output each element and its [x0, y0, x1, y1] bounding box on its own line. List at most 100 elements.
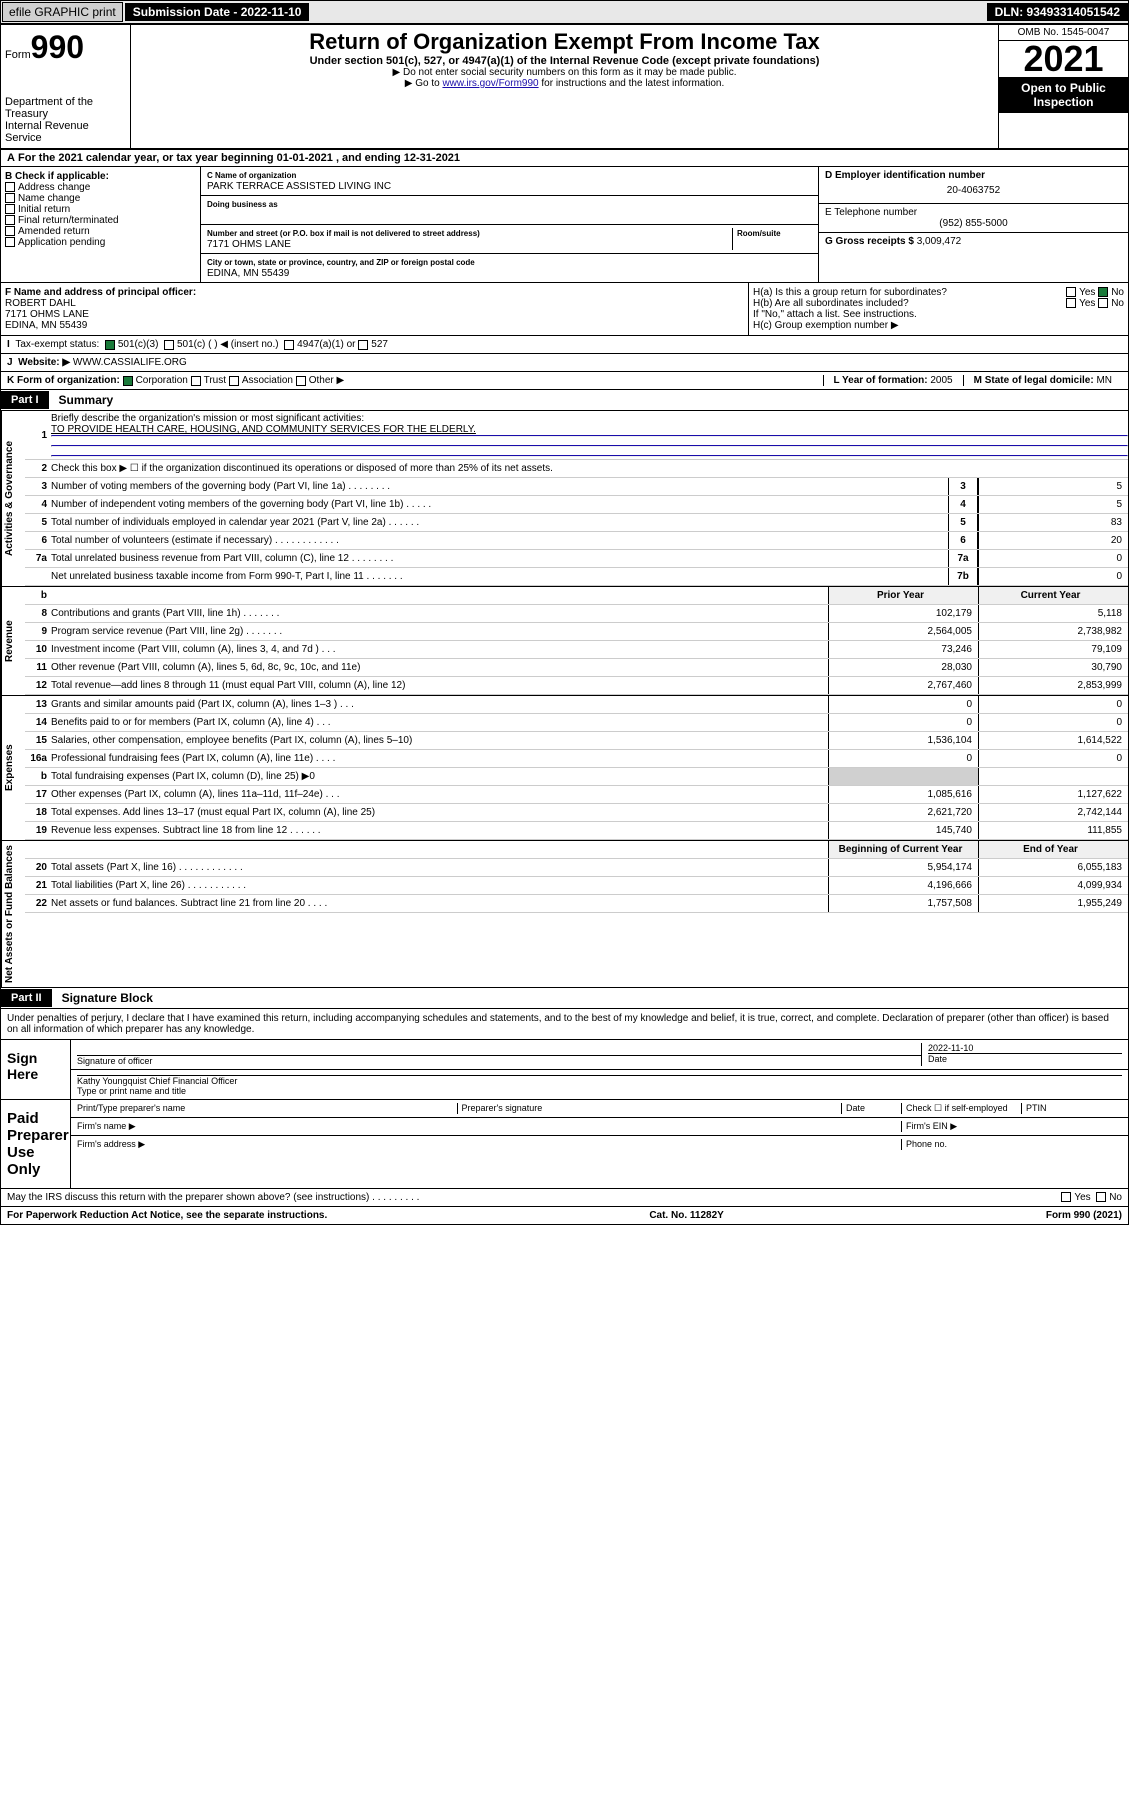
- sidebar-revenue: Revenue: [1, 587, 25, 695]
- i-4947: 4947(a)(1) or: [297, 339, 355, 350]
- line1-text: Briefly describe the organization's miss…: [51, 413, 364, 424]
- m-val: MN: [1096, 375, 1112, 386]
- i-527: 527: [371, 339, 388, 350]
- officer-name: ROBERT DAHL: [5, 298, 76, 309]
- org-city: EDINA, MN 55439: [207, 268, 289, 279]
- yes-label: Yes: [1079, 287, 1095, 298]
- note-ssn: ▶ Do not enter social security numbers o…: [135, 67, 994, 78]
- checkbox-icon[interactable]: [191, 376, 201, 386]
- firm-ein-label: Firm's EIN ▶: [902, 1121, 1122, 1132]
- checkbox-icon[interactable]: [1066, 298, 1076, 308]
- row-i: I Tax-exempt status: 501(c)(3) 501(c) ( …: [0, 336, 1129, 354]
- checkbox-icon[interactable]: [5, 215, 15, 225]
- i-501c: 501(c) ( ) ◀ (insert no.): [177, 339, 279, 350]
- form-word: Form: [5, 49, 31, 61]
- footer: For Paperwork Reduction Act Notice, see …: [0, 1207, 1129, 1225]
- submission-date: Submission Date - 2022-11-10: [125, 3, 310, 21]
- checkbox-icon[interactable]: [5, 182, 15, 192]
- k-assoc: Association: [242, 375, 293, 386]
- officer-typed-name: Kathy Youngquist Chief Financial Officer: [77, 1076, 237, 1086]
- note-link: ▶ Go to www.irs.gov/Form990 for instruct…: [135, 78, 994, 89]
- checkbox-icon[interactable]: [358, 340, 368, 350]
- officer-block: F Name and address of principal officer:…: [0, 283, 1129, 336]
- firm-phone-label: Phone no.: [902, 1139, 1122, 1150]
- preparer-date-label: Date: [842, 1103, 902, 1114]
- paid-label: Paid Preparer Use Only: [1, 1100, 71, 1188]
- org-address: 7171 OHMS LANE: [207, 239, 291, 250]
- note2-pre: ▶ Go to: [405, 78, 443, 89]
- k-trust: Trust: [204, 375, 226, 386]
- part1-title: Summary: [49, 390, 124, 410]
- irs-link[interactable]: www.irs.gov/Form990: [442, 78, 538, 89]
- sign-here-block: Sign Here Signature of officer 2022-11-10…: [0, 1040, 1129, 1100]
- sig-officer-label: Signature of officer: [77, 1056, 152, 1066]
- end-year-hdr: End of Year: [978, 841, 1128, 858]
- checkbox-icon[interactable]: [296, 376, 306, 386]
- checkbox-icon[interactable]: [284, 340, 294, 350]
- checkbox-icon[interactable]: [5, 193, 15, 203]
- col-d: D Employer identification number20-40637…: [818, 167, 1128, 282]
- line-num: 2: [25, 463, 51, 474]
- sign-here-label: Sign Here: [1, 1040, 71, 1099]
- org-name: PARK TERRACE ASSISTED LIVING INC: [207, 181, 391, 192]
- may-discuss-row: May the IRS discuss this return with the…: [0, 1189, 1129, 1207]
- checkbox-icon[interactable]: [5, 226, 15, 236]
- b-item: Amended return: [18, 226, 90, 237]
- k-label: K Form of organization:: [7, 375, 120, 386]
- website-value: WWW.CASSIALIFE.ORG: [73, 357, 187, 368]
- phone-label: E Telephone number: [825, 207, 917, 218]
- checkbox-icon[interactable]: [164, 340, 174, 350]
- l-val: 2005: [930, 375, 952, 386]
- period-text: For the 2021 calendar year, or tax year …: [18, 152, 460, 164]
- ptin-label: PTIN: [1022, 1103, 1122, 1114]
- dept-label: Department of the Treasury: [5, 96, 126, 120]
- checkbox-icon[interactable]: [5, 237, 15, 247]
- m-label: M State of legal domicile:: [974, 375, 1094, 386]
- no-label: No: [1111, 287, 1124, 298]
- checkbox-checked-icon[interactable]: [123, 376, 133, 386]
- ein-label: D Employer identification number: [825, 170, 985, 181]
- perjury-text: Under penalties of perjury, I declare th…: [0, 1009, 1129, 1040]
- yes-label: Yes: [1074, 1192, 1090, 1203]
- k-other: Other ▶: [309, 375, 344, 386]
- checkbox-icon[interactable]: [1098, 298, 1108, 308]
- l-label: L Year of formation:: [834, 375, 928, 386]
- checkbox-icon[interactable]: [5, 204, 15, 214]
- form-ref: Form 990 (2021): [1046, 1210, 1122, 1221]
- checkbox-icon[interactable]: [1066, 287, 1076, 297]
- net-section: Net Assets or Fund Balances Beginning of…: [0, 841, 1129, 988]
- part2-title: Signature Block: [52, 988, 163, 1008]
- cat-no: Cat. No. 11282Y: [649, 1210, 723, 1221]
- prior-year-hdr: Prior Year: [828, 587, 978, 604]
- b-item: Application pending: [18, 237, 105, 248]
- current-year-hdr: Current Year: [978, 587, 1128, 604]
- sig-date: 2022-11-10: [928, 1043, 973, 1053]
- checkbox-checked-icon[interactable]: [1098, 287, 1108, 297]
- sidebar-governance: Activities & Governance: [1, 411, 25, 586]
- sidebar-netassets: Net Assets or Fund Balances: [1, 841, 25, 987]
- i-label: Tax-exempt status:: [15, 339, 99, 350]
- j-label: Website: ▶: [18, 357, 70, 368]
- dba-label: Doing business as: [207, 200, 278, 209]
- checkbox-icon[interactable]: [229, 376, 239, 386]
- line2-text: Check this box ▶ ☐ if the organization d…: [51, 461, 1128, 476]
- may-text: May the IRS discuss this return with the…: [7, 1192, 419, 1203]
- row-a-period: A For the 2021 calendar year, or tax yea…: [0, 149, 1129, 167]
- gross-value: 3,009,472: [917, 236, 962, 247]
- irs-label: Internal Revenue Service: [5, 120, 126, 144]
- mission-text: TO PROVIDE HEALTH CARE, HOUSING, AND COM…: [51, 424, 476, 435]
- firm-name-label: Firm's name ▶: [77, 1121, 902, 1132]
- ha-label: H(a) Is this a group return for subordin…: [753, 287, 947, 298]
- row-klm: K Form of organization: Corporation Trus…: [0, 372, 1129, 390]
- checkbox-checked-icon[interactable]: [105, 340, 115, 350]
- hb-label: H(b) Are all subordinates included?: [753, 298, 909, 309]
- paid-preparer-block: Paid Preparer Use Only Print/Type prepar…: [0, 1100, 1129, 1189]
- yes-label: Yes: [1079, 298, 1095, 309]
- b-item: Final return/terminated: [18, 215, 119, 226]
- efile-button[interactable]: efile GRAPHIC print: [2, 2, 123, 22]
- part2-header: Part II Signature Block: [0, 988, 1129, 1009]
- phone-value: (952) 855-5000: [825, 218, 1122, 229]
- i-501c3: 501(c)(3): [118, 339, 159, 350]
- checkbox-icon[interactable]: [1096, 1192, 1106, 1202]
- checkbox-icon[interactable]: [1061, 1192, 1071, 1202]
